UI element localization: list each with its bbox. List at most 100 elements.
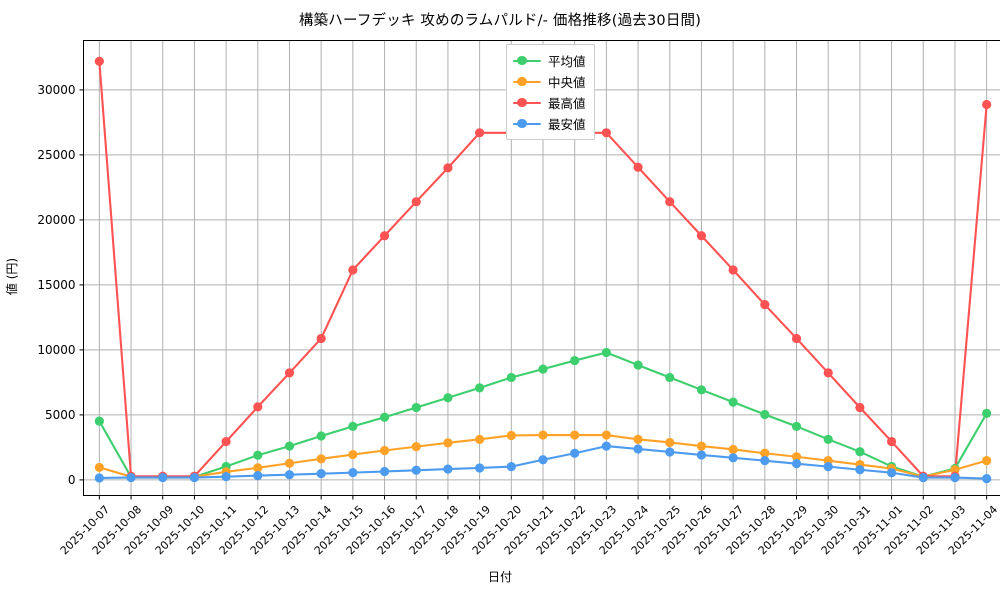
data-point[interactable]	[379, 231, 390, 241]
data-point[interactable]	[316, 469, 326, 479]
data-point[interactable]	[506, 462, 516, 472]
data-point[interactable]	[411, 197, 421, 207]
data-point[interactable]	[221, 436, 231, 447]
data-point[interactable]	[316, 333, 326, 344]
data-point[interactable]	[570, 430, 580, 440]
data-point[interactable]	[411, 465, 421, 475]
data-point[interactable]	[379, 466, 390, 477]
data-point[interactable]	[538, 364, 548, 374]
data-point[interactable]	[791, 421, 802, 431]
data-point[interactable]	[253, 450, 263, 460]
data-point[interactable]	[221, 472, 231, 482]
data-point[interactable]	[94, 462, 104, 473]
data-point[interactable]	[760, 448, 770, 458]
data-point[interactable]	[379, 412, 390, 422]
line-marker-icon	[513, 117, 541, 131]
data-point[interactable]	[950, 472, 960, 483]
data-point[interactable]	[633, 434, 643, 444]
data-point[interactable]	[855, 402, 865, 413]
data-point[interactable]	[506, 430, 516, 441]
data-point[interactable]	[950, 465, 960, 475]
data-point[interactable]	[379, 445, 390, 456]
data-point[interactable]	[158, 472, 168, 483]
data-point[interactable]	[443, 438, 453, 448]
data-point[interactable]	[570, 355, 580, 366]
data-point[interactable]	[601, 430, 611, 440]
data-point[interactable]	[791, 452, 802, 462]
data-point[interactable]	[982, 99, 992, 110]
data-point[interactable]	[665, 197, 675, 207]
data-point[interactable]	[506, 372, 516, 383]
legend-item-mean[interactable]: 平均値	[513, 50, 586, 71]
data-point[interactable]	[760, 409, 770, 420]
data-point[interactable]	[538, 455, 548, 465]
data-point[interactable]	[728, 453, 738, 463]
data-point[interactable]	[443, 464, 453, 474]
data-point[interactable]	[189, 472, 200, 483]
data-point[interactable]	[855, 447, 865, 457]
data-point[interactable]	[316, 454, 326, 464]
data-point[interactable]	[633, 360, 643, 370]
legend-item-min[interactable]: 最安値	[513, 113, 586, 134]
data-point[interactable]	[823, 368, 833, 378]
data-point[interactable]	[126, 472, 136, 483]
data-point[interactable]	[696, 385, 707, 395]
data-point[interactable]	[696, 450, 707, 460]
data-point[interactable]	[760, 300, 770, 310]
legend-item-max[interactable]: 最高値	[513, 92, 586, 113]
data-point[interactable]	[475, 128, 485, 138]
data-point[interactable]	[918, 472, 928, 483]
data-point[interactable]	[443, 393, 453, 403]
data-point[interactable]	[728, 397, 738, 407]
data-point[interactable]	[348, 468, 358, 478]
data-point[interactable]	[633, 162, 643, 172]
data-point[interactable]	[601, 347, 611, 358]
data-point[interactable]	[348, 265, 358, 275]
data-point[interactable]	[601, 128, 611, 138]
data-point[interactable]	[284, 458, 295, 468]
data-point[interactable]	[665, 372, 675, 383]
data-point[interactable]	[886, 436, 897, 447]
data-point[interactable]	[791, 333, 802, 344]
data-point[interactable]	[284, 368, 295, 378]
data-point[interactable]	[443, 163, 453, 173]
data-point[interactable]	[348, 449, 358, 460]
data-point[interactable]	[665, 437, 675, 448]
data-point[interactable]	[823, 434, 833, 444]
y-tick-label: 10000	[37, 342, 76, 357]
data-point[interactable]	[886, 468, 897, 478]
data-point[interactable]	[253, 471, 263, 481]
data-point[interactable]	[982, 456, 992, 466]
data-point[interactable]	[982, 474, 992, 484]
data-point[interactable]	[696, 231, 707, 241]
data-point[interactable]	[475, 434, 485, 444]
data-point[interactable]	[284, 441, 295, 451]
data-point[interactable]	[855, 465, 865, 475]
data-point[interactable]	[411, 442, 421, 452]
data-point[interactable]	[253, 402, 263, 412]
data-point[interactable]	[348, 421, 358, 431]
data-point[interactable]	[253, 463, 263, 473]
y-tick-label: 30000	[37, 82, 76, 97]
legend-item-median[interactable]: 中央値	[513, 71, 586, 92]
data-point[interactable]	[570, 448, 580, 458]
data-point[interactable]	[665, 447, 675, 457]
data-point[interactable]	[601, 441, 611, 451]
data-point[interactable]	[696, 441, 707, 451]
data-point[interactable]	[982, 408, 992, 418]
data-point[interactable]	[791, 459, 802, 469]
data-point[interactable]	[94, 416, 104, 426]
data-point[interactable]	[94, 56, 104, 66]
data-point[interactable]	[633, 444, 643, 454]
data-point[interactable]	[475, 463, 485, 473]
data-point[interactable]	[760, 456, 770, 466]
data-point[interactable]	[475, 383, 485, 393]
data-point[interactable]	[728, 265, 738, 275]
data-point[interactable]	[94, 473, 104, 483]
data-point[interactable]	[411, 402, 421, 413]
data-point[interactable]	[823, 462, 833, 472]
data-point[interactable]	[316, 431, 326, 441]
data-point[interactable]	[538, 430, 548, 440]
data-point[interactable]	[284, 470, 295, 480]
data-point[interactable]	[728, 444, 738, 455]
